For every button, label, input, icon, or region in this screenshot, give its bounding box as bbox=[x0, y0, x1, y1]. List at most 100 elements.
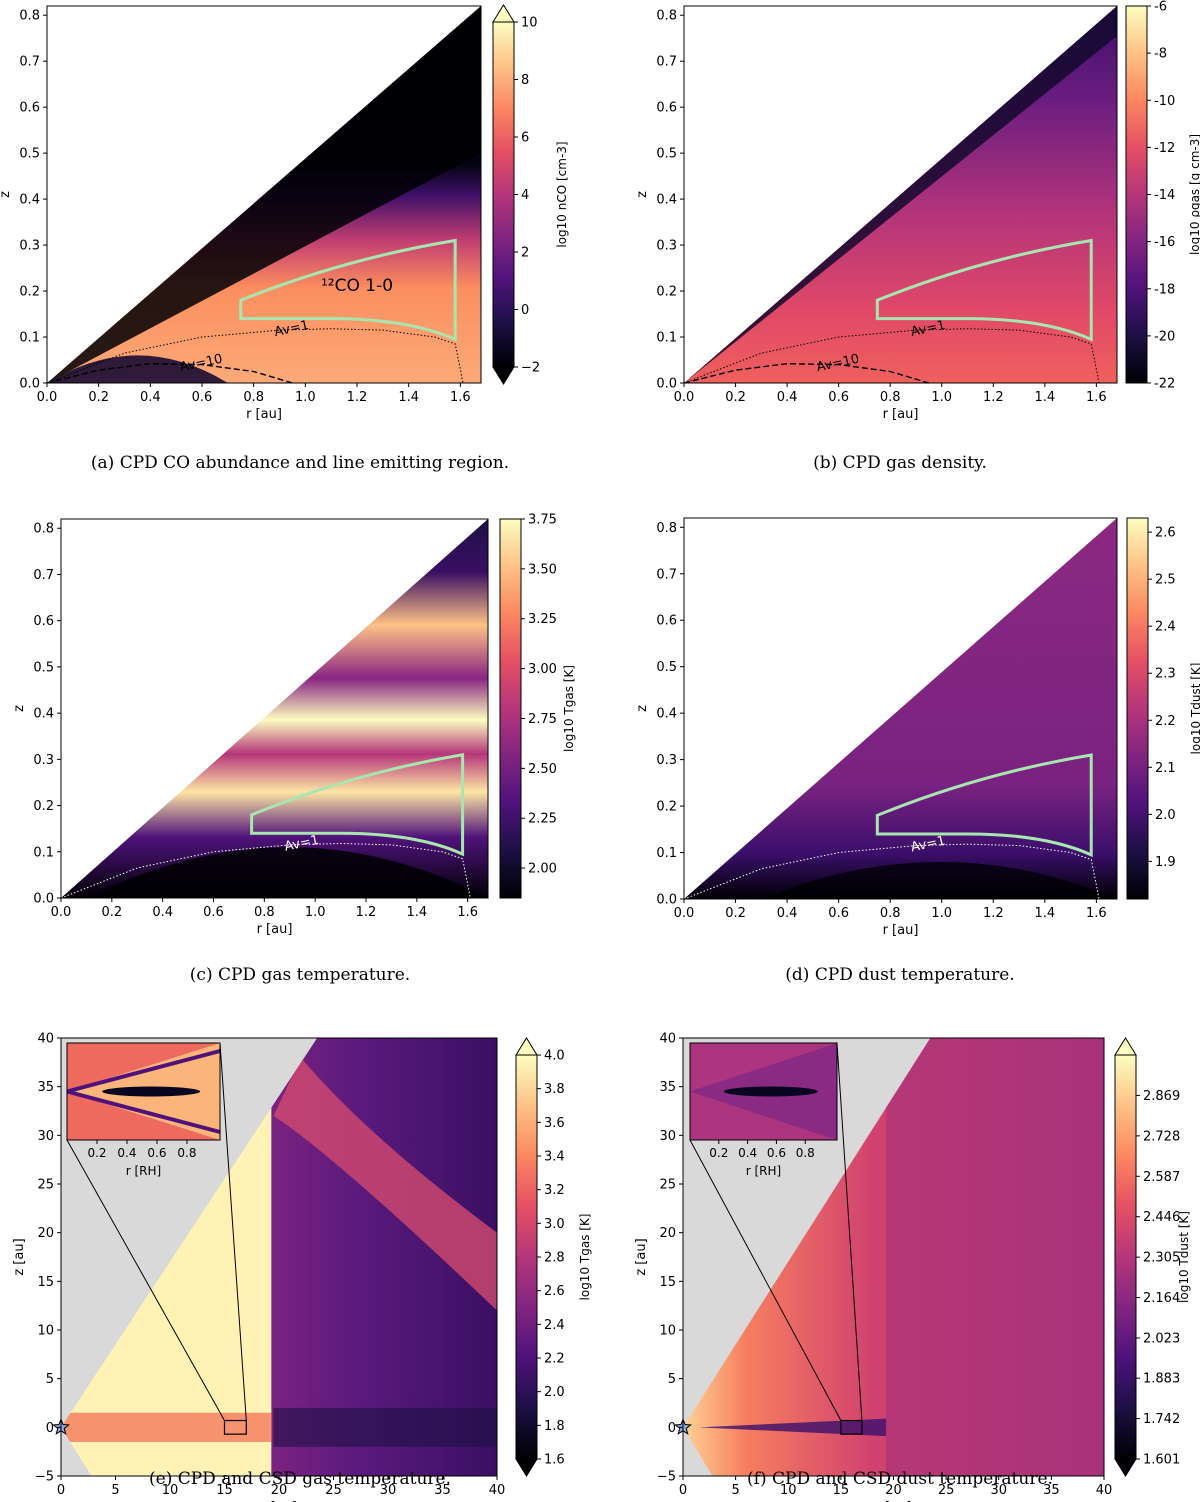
x-tick-label: 1.4 bbox=[1034, 906, 1055, 921]
x-tick-label: 0.4 bbox=[152, 905, 173, 920]
colorbar-tick-label: 2.6 bbox=[1155, 526, 1176, 541]
x-tick-label: 10 bbox=[162, 1483, 179, 1498]
y-tick-label: 25 bbox=[37, 1178, 54, 1193]
inset-x-axis-label: r [RH] bbox=[746, 1164, 781, 1178]
y-tick-label: 0.2 bbox=[33, 799, 54, 814]
inset-cold-midplane bbox=[102, 1086, 201, 1097]
x-tick-label: 0.6 bbox=[203, 905, 224, 920]
colorbar-tick-label: 2.8 bbox=[544, 1251, 565, 1266]
y-tick-label: 0.4 bbox=[19, 193, 40, 208]
colorbar-tick-label: 1.6 bbox=[544, 1453, 565, 1468]
y-tick-label: 0.4 bbox=[33, 707, 54, 722]
x-tick-label: 40 bbox=[1096, 1483, 1113, 1498]
x-tick-label: 15 bbox=[216, 1483, 233, 1498]
y-tick-label: 0.3 bbox=[33, 753, 54, 768]
x-tick-label: 10 bbox=[780, 1483, 797, 1498]
x-tick-label: 0.0 bbox=[674, 906, 695, 921]
colorbar-tick-label: -16 bbox=[1154, 235, 1175, 250]
y-tick-label: 0.2 bbox=[19, 285, 40, 300]
panel-e: 0.2 0.4 0.6 0.8 r [RH] 0 5 10 15 20 25 30 35 40 −5 0 5 10… bbox=[0, 1000, 600, 1502]
colorbar-extend-min bbox=[1114, 1458, 1137, 1477]
y-tick-label: 5 bbox=[668, 1372, 676, 1387]
x-axis-label: r [au] bbox=[876, 1500, 912, 1502]
colorbar-tick-label: 3.2 bbox=[544, 1183, 565, 1198]
x-tick-label: 1.6 bbox=[1086, 390, 1107, 405]
colorbar-extend-max bbox=[515, 1037, 538, 1056]
caption-c: (c) CPD gas temperature. bbox=[189, 965, 411, 985]
y-tick-label: 0 bbox=[46, 1421, 54, 1436]
colorbar-tick-label: 2.869 bbox=[1143, 1089, 1180, 1104]
av-contour bbox=[60, 842, 471, 899]
y-tick-label: 0.2 bbox=[656, 285, 677, 300]
x-tick-label: 0.4 bbox=[777, 906, 798, 921]
colorbar-tick-label: 3.4 bbox=[544, 1150, 565, 1165]
x-tick-label: 0.0 bbox=[51, 905, 72, 920]
colorbar-tick-label: 2.3 bbox=[1155, 667, 1176, 682]
x-tick-label: 5 bbox=[111, 1483, 119, 1498]
y-tick-label: 0.1 bbox=[19, 331, 40, 346]
colorbar bbox=[492, 21, 515, 368]
colorbar-tick-label: -8 bbox=[1154, 47, 1167, 62]
y-tick-label: 0.1 bbox=[656, 331, 677, 346]
colorbar bbox=[1125, 5, 1148, 384]
colorbar-tick-label: 2.2 bbox=[544, 1352, 565, 1367]
colorbar-label: log10 Tgas [K] bbox=[578, 1214, 592, 1301]
colorbar-tick-label: 3.0 bbox=[544, 1217, 565, 1232]
y-tick-label: 0.7 bbox=[33, 568, 54, 583]
inset-x-axis-label: r [RH] bbox=[126, 1164, 161, 1178]
co-emitting-region bbox=[875, 753, 1093, 858]
colorbar-tick-label: 2.0 bbox=[544, 1385, 565, 1400]
colorbar-tick-label: 1.9 bbox=[1155, 855, 1176, 870]
x-tick-label: 25 bbox=[325, 1483, 342, 1498]
colorbar-tick-label: -14 bbox=[1154, 188, 1175, 203]
x-tick-label: 0.0 bbox=[674, 390, 695, 405]
x-tick-label: 1.2 bbox=[347, 390, 368, 405]
colorbar-tick-label: 2.25 bbox=[528, 812, 557, 827]
inset-x-tick-label: 0.4 bbox=[117, 1146, 136, 1160]
x-tick-label: 0.6 bbox=[828, 390, 849, 405]
y-tick-label: 30 bbox=[659, 1129, 676, 1144]
x-tick-label: 20 bbox=[885, 1483, 902, 1498]
x-tick-label: 1.0 bbox=[931, 390, 952, 405]
y-axis-label: z bbox=[0, 191, 13, 198]
colorbar-tick-label: 0 bbox=[521, 303, 529, 318]
y-tick-label: 10 bbox=[37, 1324, 54, 1339]
y-tick-label: 0.0 bbox=[656, 893, 677, 908]
colorbar-tick-label: 2.75 bbox=[528, 712, 557, 727]
y-axis-label: z bbox=[635, 191, 650, 198]
y-tick-label: 20 bbox=[659, 1226, 676, 1241]
y-tick-label: 0.0 bbox=[33, 892, 54, 907]
colorbar-tick-label: 2.728 bbox=[1143, 1129, 1180, 1144]
colorbar-tick-label: 1.8 bbox=[544, 1419, 565, 1434]
y-tick-label: −5 bbox=[35, 1470, 54, 1485]
y-tick-label: 0.7 bbox=[656, 55, 677, 70]
cold-midplane bbox=[273, 1407, 497, 1447]
av-contour bbox=[46, 328, 464, 384]
inset-connector bbox=[689, 1139, 842, 1421]
colorbar-label: log10 nCO [cm-3] bbox=[555, 141, 569, 247]
colorbar bbox=[1114, 1054, 1137, 1460]
colorbar-label: log10 Tdust [K] bbox=[1189, 663, 1200, 755]
y-tick-label: 0.5 bbox=[656, 660, 677, 675]
av-contour bbox=[683, 362, 930, 384]
colorbar-label: log10 ρgas [g cm-3] bbox=[1188, 134, 1200, 255]
caption-a: (a) CPD CO abundance and line emitting r… bbox=[90, 453, 510, 473]
colorbar-tick-label: 6 bbox=[521, 131, 529, 146]
colorbar-tick-label: 2.50 bbox=[528, 762, 557, 777]
y-tick-label: −5 bbox=[657, 1470, 676, 1485]
colorbar-extend-max bbox=[1114, 1037, 1137, 1056]
caption-b: (b) CPD gas density. bbox=[813, 453, 987, 473]
x-tick-label: 0.4 bbox=[140, 390, 161, 405]
y-tick-label: 35 bbox=[37, 1080, 54, 1095]
y-tick-label: 0.1 bbox=[656, 846, 677, 861]
chart-e: 0.2 0.4 0.6 0.8r [RH]0 5 10 15 20 25 30 35 40−50510… bbox=[12, 1032, 592, 1502]
colorbar-tick-label: 3.6 bbox=[544, 1116, 565, 1131]
x-tick-label: 0.6 bbox=[192, 390, 213, 405]
y-tick-label: 0.0 bbox=[19, 377, 40, 392]
x-tick-label: 1.4 bbox=[1034, 390, 1055, 405]
inset-surface-lower bbox=[66, 1089, 221, 1134]
chart-c: Av=1 0.0 0.2 0.4 0.6 0.8 1.0 1.2 1.4 1.6 0.0 0.1 0.2… bbox=[12, 513, 576, 938]
x-tick-label: 5 bbox=[731, 1483, 739, 1498]
inset-frame bbox=[689, 1042, 838, 1141]
